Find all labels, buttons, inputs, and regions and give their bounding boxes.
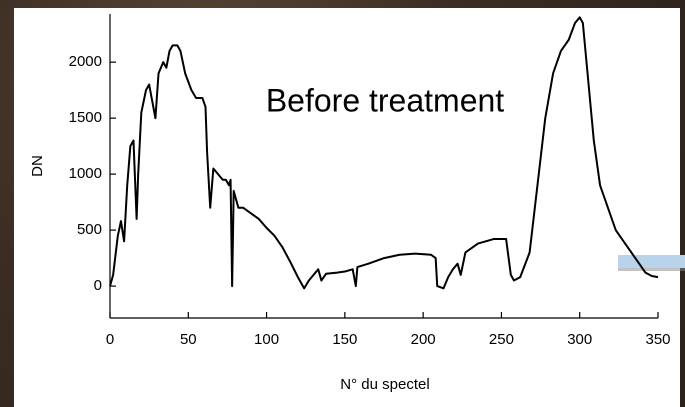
x-tick-label: 50: [180, 331, 197, 348]
annotation: Before treatment: [266, 82, 504, 118]
y-tick-label: 1500: [69, 109, 102, 126]
x-tick-label: 200: [411, 331, 436, 348]
x-tick-label: 150: [332, 331, 357, 348]
y-tick-label: 500: [77, 221, 102, 238]
y-axis-label: DN: [29, 155, 46, 177]
y-tick-label: 0: [94, 277, 102, 294]
x-axis-label: N° du spectel: [340, 376, 429, 393]
y-tick-label: 1000: [69, 165, 102, 182]
decor-shadow: [618, 268, 685, 271]
x-tick-label: 0: [106, 331, 114, 348]
decor-bar: [618, 255, 685, 268]
x-tick-label: 250: [489, 331, 514, 348]
data-line: [109, 16, 659, 290]
x-tick-label: 300: [567, 331, 592, 348]
x-tick-label: 100: [254, 331, 279, 348]
y-tick-label: 2000: [69, 53, 102, 70]
x-tick-label: 350: [645, 331, 670, 348]
